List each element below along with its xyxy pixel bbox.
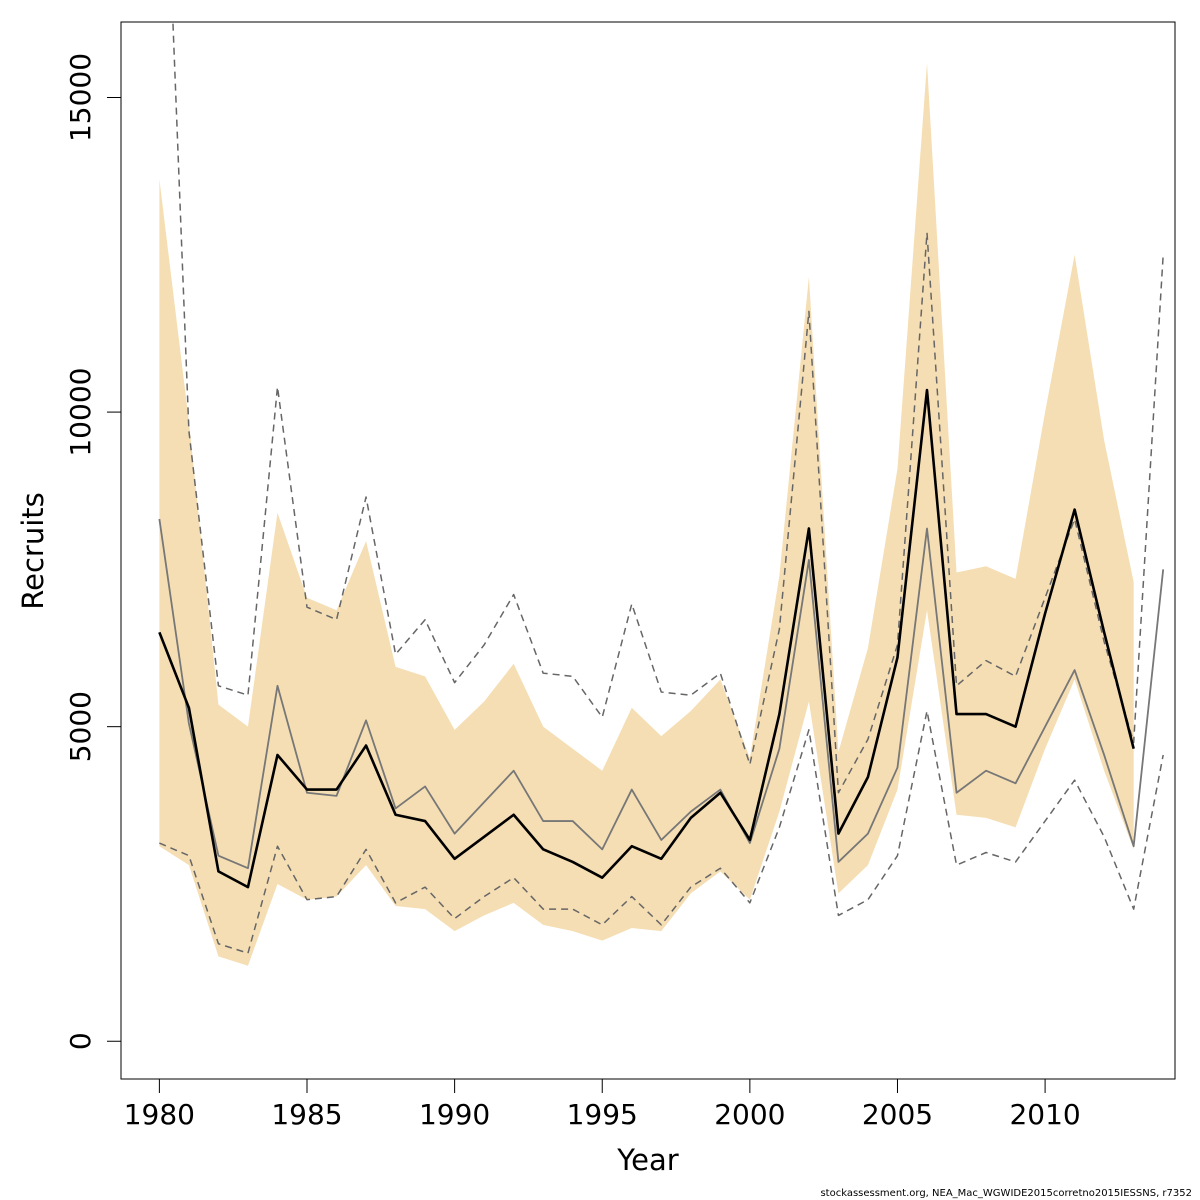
x-axis-title: Year xyxy=(616,1143,678,1177)
y-axis: 0 5000 10000 15000 xyxy=(64,53,122,1050)
x-tick-label: 2010 xyxy=(1009,1098,1080,1131)
y-tick-label: 10000 xyxy=(64,368,97,457)
comparison-estimate-line xyxy=(158,518,1165,870)
x-tick-label: 1995 xyxy=(567,1098,638,1131)
x-axis: 1980 1985 1990 1995 2000 2005 2010 xyxy=(124,1078,1081,1131)
x-tick-label: 2005 xyxy=(862,1098,933,1131)
y-tick-label: 5000 xyxy=(64,691,97,762)
recruits-estimate-line xyxy=(158,388,1135,889)
x-tick-label: 2000 xyxy=(714,1098,785,1131)
y-tick-label: 0 xyxy=(64,1032,97,1050)
x-tick-label: 1980 xyxy=(124,1098,195,1131)
y-axis-title: Recruits xyxy=(16,492,50,609)
comparison-lower-dashed-line xyxy=(159,710,1164,954)
x-tick-label: 1990 xyxy=(419,1098,490,1131)
comparison-upper-dashed-line xyxy=(172,22,1164,794)
y-tick-label: 15000 xyxy=(64,53,97,142)
x-tick-label: 1985 xyxy=(271,1098,342,1131)
confidence-band xyxy=(159,62,1134,966)
credit-line: stockassessment.org, NEA_Mac_WGWIDE2015c… xyxy=(820,1188,1192,1199)
